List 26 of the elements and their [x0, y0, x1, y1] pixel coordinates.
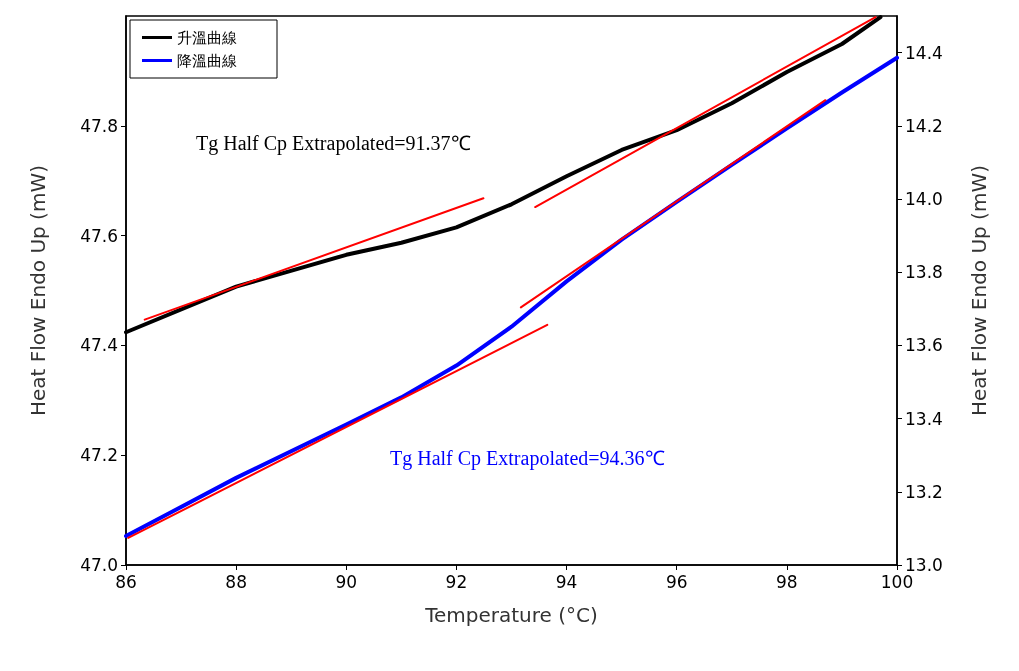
- legend-label: 升溫曲線: [177, 28, 237, 47]
- x-tick-label: 86: [115, 571, 137, 592]
- y-axis-title: Heat Flow Endo Up (mW): [26, 165, 50, 416]
- y2-tick-label: 14.4: [905, 42, 943, 63]
- y-tick-label: 47.6: [80, 225, 118, 246]
- y2-tick-label: 13.6: [905, 335, 943, 356]
- y-tick-label: 47.4: [80, 335, 118, 356]
- y2-tick-label: 14.0: [905, 189, 943, 209]
- y-tick-label: 47.8: [80, 115, 118, 136]
- x-axis-title: Temperature (°C): [424, 603, 598, 627]
- y2-tick-label: 14.2: [905, 115, 943, 136]
- y2-tick-label: 13.4: [905, 408, 943, 429]
- x-tick-label: 94: [555, 571, 578, 592]
- x-tick-label: 90: [335, 571, 358, 592]
- x-tick-label: 96: [665, 571, 688, 592]
- x-tick-label: 98: [776, 571, 798, 592]
- annotation: Tg Half Cp Extrapolated=94.36℃: [390, 447, 665, 470]
- y2-tick-label: 13.2: [905, 481, 943, 502]
- x-tick-label: 92: [445, 571, 468, 592]
- y2-tick-label: 13.8: [905, 262, 943, 283]
- annotation: Tg Half Cp Extrapolated=91.37℃: [196, 132, 471, 155]
- y-tick-label: 47.0: [80, 555, 118, 575]
- x-tick-label: 88: [225, 571, 247, 592]
- y-tick-label: 47.2: [80, 445, 118, 466]
- legend-label: 降溫曲線: [177, 51, 237, 70]
- y2-axis-title: Heat Flow Endo Up (mW): [967, 165, 991, 416]
